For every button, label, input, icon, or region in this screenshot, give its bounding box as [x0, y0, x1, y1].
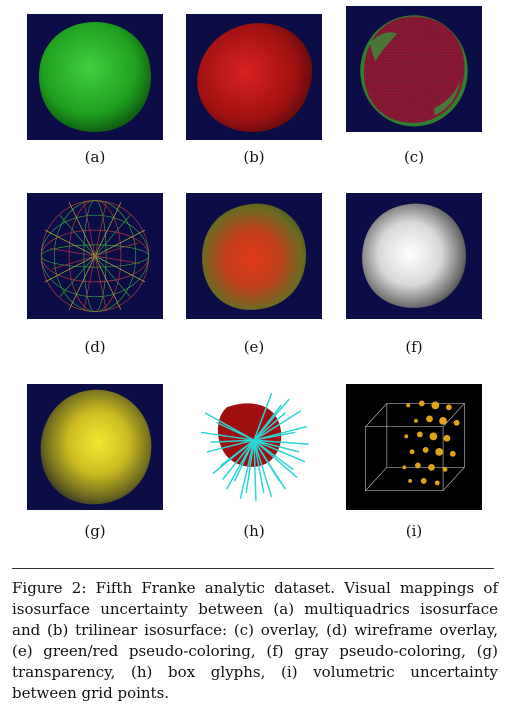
panel-h-label: (h) [243, 522, 265, 540]
overlay-red-surface [363, 16, 465, 123]
panel-i-label: (i) [405, 522, 423, 540]
panel-a-label: (a) [84, 148, 106, 166]
panel-c-overlay [346, 6, 482, 132]
panel-h-box-glyphs [186, 384, 322, 510]
caption-rule [12, 568, 494, 569]
panel-b-trilinear-isosurface [186, 14, 322, 140]
figure-caption: Figure 2: Fifth Franke analytic dataset.… [12, 578, 498, 704]
panel-a-multiquadrics-isosurface [27, 14, 163, 140]
green-isosurface-shape [39, 22, 151, 132]
caption-label: Figure 2: [12, 579, 87, 597]
panel-e-green-red-pseudocoloring [186, 193, 322, 319]
panel-d-label: (d) [84, 338, 106, 356]
panel-f-label: (f) [405, 338, 423, 356]
panel-d-wireframe-overlay [27, 193, 163, 319]
panel-c-label: (c) [403, 148, 425, 166]
panel-i-volumetric-uncertainty [346, 384, 482, 510]
panel-b-label: (b) [243, 148, 265, 166]
panel-f-gray-pseudocoloring [346, 193, 482, 319]
panel-g-label: (g) [84, 522, 106, 540]
panel-e-label: (e) [243, 338, 265, 356]
panel-g-transparency [27, 384, 163, 510]
caption-text: Fifth Franke analytic dataset. Visual ma… [12, 579, 498, 702]
red-isosurface-shape [197, 23, 313, 132]
